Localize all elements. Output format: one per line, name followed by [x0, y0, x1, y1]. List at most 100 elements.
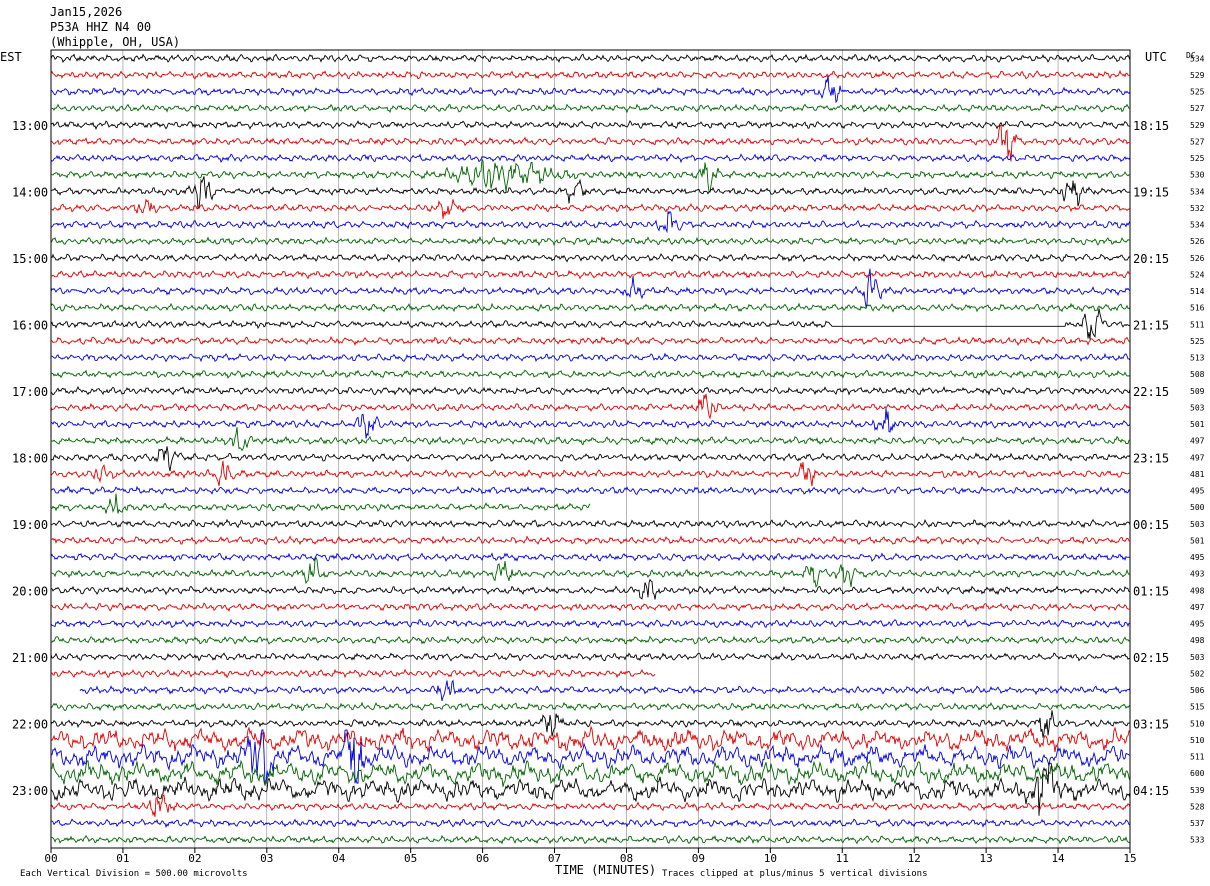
right-hour-label: 23:15 [1133, 451, 1169, 465]
dc-offset-label: 539 [1190, 786, 1205, 795]
time-grid [50, 49, 1131, 849]
right-hour-label: 01:15 [1133, 584, 1169, 598]
dc-offset-label: 495 [1190, 487, 1205, 496]
dc-offset-label: 524 [1190, 270, 1205, 279]
trace-row [50, 535, 1131, 546]
trace-row [50, 120, 1131, 130]
dc-offset-label: 501 [1190, 536, 1205, 545]
dc-offset-label: 503 [1190, 653, 1205, 662]
right-hour-label: 18:15 [1133, 119, 1169, 133]
trace-row [50, 485, 1131, 496]
dc-offset-label: 510 [1190, 719, 1205, 728]
dc-offset-label: 600 [1190, 769, 1205, 778]
dc-offset-label: 530 [1190, 171, 1205, 180]
trace-row [50, 725, 1131, 753]
right-hour-label: 19:15 [1133, 185, 1169, 199]
trace-row [50, 69, 1131, 80]
right-timezone: UTC [1145, 50, 1167, 64]
dc-offset-label: 498 [1190, 586, 1205, 595]
right-hour-label: 03:15 [1133, 717, 1169, 731]
dc-offset-label: 532 [1190, 204, 1205, 213]
x-tick-label: 10 [764, 852, 777, 865]
dc-offset-label: 501 [1190, 420, 1205, 429]
dc-offset-label: 533 [1190, 836, 1205, 845]
dc-offset-label: 529 [1190, 71, 1205, 80]
seismic-traces [50, 53, 1131, 845]
trace-row [50, 552, 1131, 562]
trace-row [50, 124, 1131, 162]
x-tick-label: 12 [908, 852, 921, 865]
dc-offset-label: 508 [1190, 370, 1205, 379]
x-tick-label: 03 [260, 852, 273, 865]
trace-row [50, 236, 1131, 247]
dc-offset-label: 526 [1190, 254, 1205, 263]
trace-row [50, 308, 1131, 340]
x-tick-label: 07 [548, 852, 561, 865]
trace-row [50, 710, 1131, 738]
dc-offset-label: 526 [1190, 237, 1205, 246]
dc-offset-label: 525 [1190, 337, 1205, 346]
trace-row [50, 618, 1131, 629]
trace-row [50, 385, 1131, 396]
dc-offset-label: 525 [1190, 88, 1205, 97]
left-hour-label: 23:00 [12, 784, 48, 798]
left-hour-label: 18:00 [12, 451, 48, 465]
header-date: Jan15,2026 [50, 5, 122, 19]
dc-offset-label: 497 [1190, 437, 1205, 446]
x-tick-label: 00 [44, 852, 57, 865]
right-hour-label: 20:15 [1133, 252, 1169, 266]
dc-offset-label: 503 [1190, 520, 1205, 529]
x-tick-label: 15 [1123, 852, 1136, 865]
dc-offset-label: 511 [1190, 753, 1205, 762]
left-timezone: EST [0, 50, 22, 64]
trace-row [50, 518, 1131, 529]
x-tick-label: 14 [1051, 852, 1065, 865]
trace-row [50, 268, 1131, 309]
trace-row [50, 668, 656, 679]
dc-offset-label: 515 [1190, 703, 1205, 712]
dc-offset-label: 527 [1190, 137, 1205, 146]
trace-row [50, 446, 1131, 472]
x-axis-label: TIME (MINUTES) [555, 863, 656, 877]
trace-row [50, 153, 1131, 164]
trace-row [50, 701, 1131, 712]
trace-row [50, 176, 1131, 210]
trace-row [50, 269, 1131, 280]
trace-row [50, 369, 1131, 380]
dc-offset-label: 537 [1190, 819, 1205, 828]
trace-row [50, 794, 1131, 817]
trace-row [50, 427, 1131, 452]
header-station: P53A HHZ N4 00 [50, 20, 151, 34]
trace-row [50, 602, 1130, 612]
x-tick-label: 08 [620, 852, 633, 865]
trace-row [50, 762, 1131, 816]
x-tick-label: 05 [404, 852, 417, 865]
dc-offset-label: 516 [1190, 304, 1205, 313]
trace-row [50, 578, 1130, 600]
dc-offset-label: 500 [1190, 503, 1205, 512]
dc-offset-label: 509 [1190, 387, 1205, 396]
trace-row [50, 53, 1131, 64]
trace-row [50, 493, 591, 514]
header-location: (Whipple, OH, USA) [50, 35, 180, 49]
right-hour-label: 00:15 [1133, 518, 1169, 532]
dc-offset-label: 495 [1190, 553, 1205, 562]
dc-offset-label: 506 [1190, 686, 1205, 695]
right-hour-label: 22:15 [1133, 385, 1169, 399]
trace-row [50, 158, 1131, 193]
dc-offset-label: 534 [1190, 221, 1205, 230]
dc-offset-label: 497 [1190, 603, 1205, 612]
dc-offset-label: 534 [1190, 187, 1205, 196]
trace-row [50, 302, 1131, 313]
dc-offset-label: 514 [1190, 287, 1205, 296]
right-hour-label: 04:15 [1133, 784, 1169, 798]
trace-row [51, 818, 1131, 829]
trace-row [50, 75, 1131, 104]
dc-offset-label: 534 [1190, 54, 1205, 63]
x-tick-label: 11 [836, 852, 849, 865]
dc-offset-label: 495 [1190, 620, 1205, 629]
left-hour-label: 16:00 [12, 318, 48, 332]
trace-row [50, 393, 1131, 420]
x-axis: 00 01 02 03 04 05 06 07 08 09 10 11 12 13 14 15 [44, 848, 1137, 865]
dc-offset-label: 481 [1190, 470, 1205, 479]
